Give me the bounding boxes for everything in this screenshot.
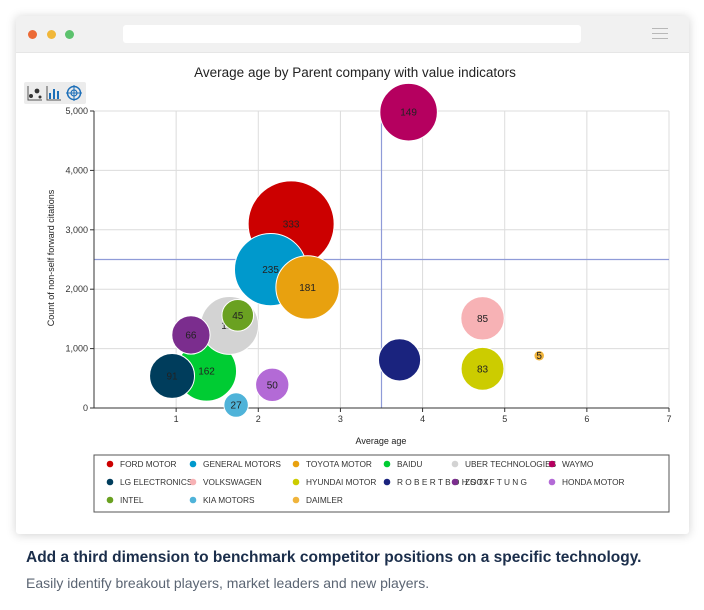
bubble-label: 85 xyxy=(477,314,489,325)
legend-marker[interactable] xyxy=(549,479,556,486)
legend-label[interactable]: TOYOTA MOTOR xyxy=(306,459,372,469)
legend-label[interactable]: LG ELECTRONICS xyxy=(120,477,193,487)
legend-label[interactable]: VOLKSWAGEN xyxy=(203,477,262,487)
legend-marker[interactable] xyxy=(452,461,459,468)
bubble-chart: Average age by Parent company with value… xyxy=(0,0,704,545)
legend-marker[interactable] xyxy=(190,461,197,468)
bubble-label: 50 xyxy=(267,380,279,391)
bubble-label: 45 xyxy=(232,311,244,322)
legend-label[interactable]: FORD MOTOR xyxy=(120,459,177,469)
legend-label[interactable]: BAIDU xyxy=(397,459,422,469)
bubble-label: 149 xyxy=(400,108,417,119)
legend-marker[interactable] xyxy=(452,479,459,486)
x-axis-label: Average age xyxy=(356,436,407,446)
x-tick-label: 7 xyxy=(666,414,671,424)
legend-marker[interactable] xyxy=(190,479,197,486)
legend-marker[interactable] xyxy=(107,479,114,486)
legend-label[interactable]: UBER TECHNOLOGIES xyxy=(465,459,557,469)
legend-label[interactable]: R O B E R T B O H S T I F T U N G xyxy=(397,477,527,487)
legend-label[interactable]: HYUNDAI MOTOR xyxy=(306,477,376,487)
legend-marker[interactable] xyxy=(384,461,391,468)
legend-marker[interactable] xyxy=(384,479,391,486)
legend-label[interactable]: DAIMLER xyxy=(306,495,343,505)
legend-marker[interactable] xyxy=(293,461,300,468)
caption-heading: Add a third dimension to benchmark compe… xyxy=(26,549,641,567)
y-tick-label: 4,000 xyxy=(65,165,88,175)
y-tick-label: 5,000 xyxy=(65,106,88,116)
legend-label[interactable]: KIA MOTORS xyxy=(203,495,255,505)
y-tick-label: 1,000 xyxy=(65,344,88,354)
y-axis-label: Count of non-self forward citations xyxy=(46,189,56,326)
x-tick-label: 2 xyxy=(256,414,261,424)
y-tick-label: 0 xyxy=(83,403,88,413)
legend-marker[interactable] xyxy=(107,497,114,504)
bubble-label: 235 xyxy=(262,265,279,276)
bubble-r-o-b-e-r-t-b-o-h-s-t-i-f-t-u-n-g[interactable] xyxy=(378,339,420,381)
caption-subtext: Easily identify breakout players, market… xyxy=(26,575,429,591)
legend-marker[interactable] xyxy=(293,479,300,486)
bubble-label: 91 xyxy=(166,371,178,382)
bubbles: 333235181162151149918583665045275 xyxy=(150,83,545,417)
legend-marker[interactable] xyxy=(549,461,556,468)
y-tick-label: 2,000 xyxy=(65,284,88,294)
legend-label[interactable]: INTEL xyxy=(120,495,144,505)
x-tick-label: 1 xyxy=(174,414,179,424)
bubble-label: 333 xyxy=(283,219,300,230)
legend-label[interactable]: GENERAL MOTORS xyxy=(203,459,281,469)
bubble-label: 83 xyxy=(477,364,489,375)
bubble-label: 27 xyxy=(231,401,243,412)
chart-title: Average age by Parent company with value… xyxy=(194,65,516,80)
x-tick-label: 4 xyxy=(420,414,425,424)
bubble-label: 66 xyxy=(185,330,197,341)
legend-label[interactable]: WAYMO xyxy=(562,459,594,469)
legend-marker[interactable] xyxy=(107,461,114,468)
legend-marker[interactable] xyxy=(190,497,197,504)
bubble-label: 5 xyxy=(536,351,542,362)
x-tick-label: 3 xyxy=(338,414,343,424)
legend-label[interactable]: HONDA MOTOR xyxy=(562,477,625,487)
legend-marker[interactable] xyxy=(293,497,300,504)
x-tick-label: 6 xyxy=(584,414,589,424)
bubble-label: 162 xyxy=(198,367,215,378)
y-tick-label: 3,000 xyxy=(65,225,88,235)
x-tick-label: 5 xyxy=(502,414,507,424)
bubble-label: 181 xyxy=(299,283,316,294)
legend-label[interactable]: ZOOX xyxy=(465,477,489,487)
